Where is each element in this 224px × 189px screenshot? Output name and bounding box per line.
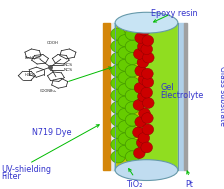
Text: Epoxy resin: Epoxy resin [151, 9, 197, 18]
Circle shape [125, 77, 140, 89]
Bar [103, 23, 110, 170]
Text: Gel: Gel [160, 83, 174, 92]
Text: Bu₄HOOC: Bu₄HOOC [25, 56, 42, 60]
Bar [115, 23, 138, 170]
Text: COONBu₄: COONBu₄ [39, 89, 57, 93]
Circle shape [125, 40, 140, 52]
Circle shape [118, 84, 132, 96]
Circle shape [125, 102, 140, 114]
Circle shape [125, 114, 140, 126]
Circle shape [118, 133, 132, 145]
Ellipse shape [133, 127, 144, 138]
Bar [110, 23, 113, 170]
Ellipse shape [139, 25, 150, 36]
Ellipse shape [134, 48, 145, 59]
Ellipse shape [137, 57, 149, 68]
Text: NCS: NCS [63, 63, 72, 67]
Text: COOH: COOH [47, 41, 59, 45]
Ellipse shape [141, 87, 153, 98]
Circle shape [111, 65, 125, 77]
Text: Pt: Pt [185, 180, 193, 189]
Ellipse shape [136, 137, 148, 148]
Text: N719 Dye: N719 Dye [32, 128, 71, 137]
Ellipse shape [134, 82, 146, 93]
Circle shape [118, 35, 132, 47]
Circle shape [118, 121, 132, 133]
Ellipse shape [142, 124, 154, 135]
Ellipse shape [115, 12, 178, 33]
Circle shape [125, 28, 140, 40]
Circle shape [111, 126, 125, 138]
Circle shape [111, 53, 125, 65]
Ellipse shape [135, 116, 146, 127]
Circle shape [125, 126, 140, 138]
Text: NCS: NCS [63, 68, 72, 73]
Ellipse shape [142, 98, 154, 108]
Text: Glass substrate: Glass substrate [218, 67, 224, 126]
Ellipse shape [135, 65, 146, 76]
Ellipse shape [138, 132, 150, 143]
Circle shape [125, 89, 140, 101]
Text: HOOC: HOOC [25, 73, 36, 77]
Circle shape [118, 59, 132, 71]
Bar [184, 23, 187, 170]
Ellipse shape [138, 91, 149, 102]
Circle shape [118, 96, 132, 108]
Ellipse shape [133, 99, 145, 110]
Circle shape [125, 53, 140, 65]
Circle shape [111, 77, 125, 89]
Circle shape [125, 151, 140, 163]
Ellipse shape [141, 142, 153, 153]
Circle shape [125, 65, 140, 77]
Ellipse shape [115, 160, 178, 180]
Text: Electrolyte: Electrolyte [160, 91, 203, 100]
Circle shape [111, 40, 125, 52]
Ellipse shape [142, 68, 153, 79]
Text: TiO₂: TiO₂ [126, 180, 143, 189]
Text: UV-shielding: UV-shielding [1, 165, 51, 174]
Circle shape [118, 108, 132, 120]
Circle shape [111, 102, 125, 114]
Text: Filter: Filter [1, 172, 21, 181]
Circle shape [111, 28, 125, 40]
Bar [178, 23, 184, 170]
Ellipse shape [135, 32, 146, 43]
Circle shape [111, 89, 125, 101]
Ellipse shape [141, 44, 153, 55]
Circle shape [118, 145, 132, 157]
Circle shape [125, 139, 140, 151]
Ellipse shape [142, 113, 153, 124]
Ellipse shape [138, 74, 150, 85]
Ellipse shape [142, 35, 154, 46]
Bar [113, 23, 115, 170]
Ellipse shape [138, 41, 149, 52]
Circle shape [118, 47, 132, 59]
Ellipse shape [142, 77, 154, 88]
Circle shape [111, 114, 125, 126]
Circle shape [111, 139, 125, 151]
Circle shape [111, 151, 125, 163]
Bar [138, 23, 178, 170]
Circle shape [118, 71, 132, 84]
Ellipse shape [134, 148, 145, 159]
Ellipse shape [142, 52, 154, 63]
Ellipse shape [139, 108, 150, 119]
